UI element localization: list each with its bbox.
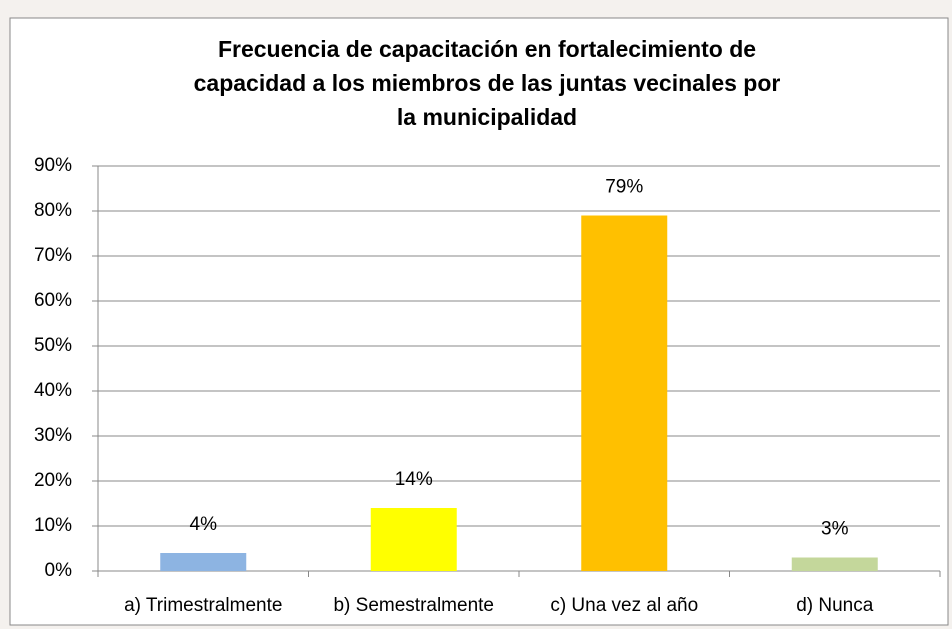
x-tick-label: b) Semestralmente [333,595,494,616]
y-tick-label: 30% [34,425,72,446]
bar [370,508,457,571]
data-label: 79% [605,177,643,198]
bar [160,553,247,571]
y-tick-label: 10% [34,515,72,536]
chart-title: Frecuencia de capacitación en fortalecim… [218,36,756,62]
y-tick-label: 50% [34,335,72,356]
x-tick-label: c) Una vez al año [550,595,698,616]
x-tick-label: d) Nunca [796,595,874,616]
data-label: 14% [395,469,433,490]
data-label: 3% [821,519,849,540]
chart-title: la municipalidad [397,104,577,130]
y-tick-label: 60% [34,290,72,311]
chart-frame [9,17,949,626]
chart-title: capacidad a los miembros de las juntas v… [194,70,781,96]
bar [791,557,878,571]
y-tick-label: 90% [34,155,72,176]
y-tick-label: 0% [45,560,73,581]
x-tick-label: a) Trimestralmente [124,595,282,616]
bar [581,215,668,571]
data-label: 4% [190,514,218,535]
y-tick-label: 20% [34,470,72,491]
y-tick-label: 40% [34,380,72,401]
y-tick-label: 70% [34,245,72,266]
y-tick-label: 80% [34,200,72,221]
